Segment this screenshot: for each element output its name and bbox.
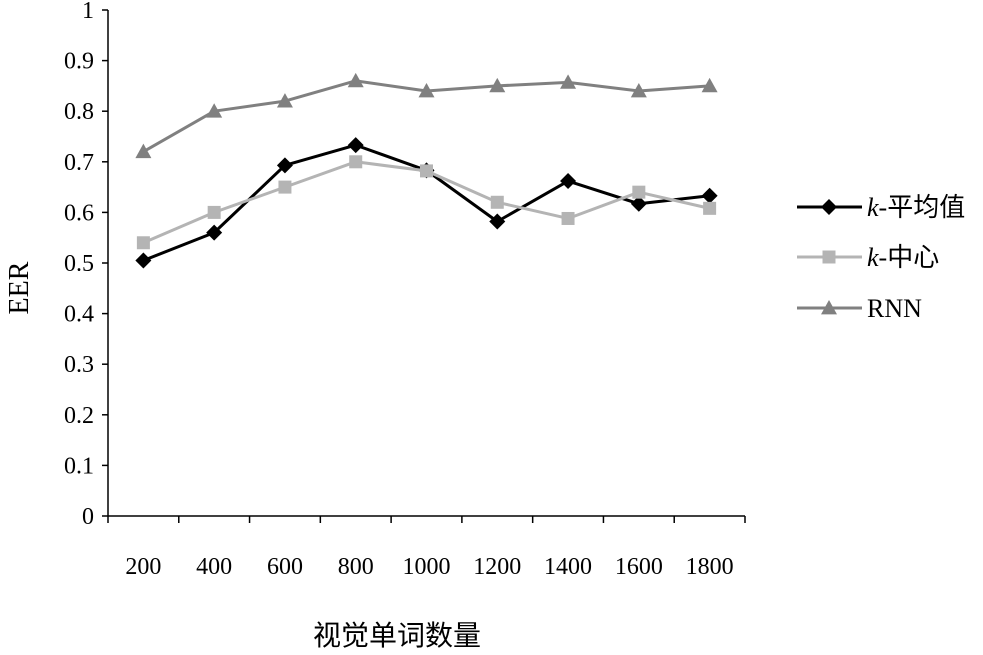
y-tick-label: 0.8: [64, 99, 94, 125]
data-point: [630, 82, 647, 98]
data-point: [490, 195, 504, 209]
x-tick-label: 400: [196, 554, 232, 580]
data-point: [135, 252, 152, 269]
y-tick-label: 0.3: [64, 352, 94, 378]
data-point: [347, 72, 364, 88]
data-point: [276, 157, 293, 174]
y-tick-label: 0.6: [64, 200, 94, 226]
data-point: [347, 137, 364, 154]
y-tick-label: 0.5: [64, 251, 94, 277]
series-1: [136, 155, 717, 250]
data-point: [207, 205, 221, 219]
data-point: [349, 155, 363, 169]
x-tick-label: 1400: [544, 554, 592, 580]
y-tick-label: 0.9: [64, 49, 94, 75]
data-point: [276, 93, 293, 108]
legend-marker: [821, 199, 837, 215]
legend-marker: [821, 300, 837, 315]
x-axis-title: 视觉单词数量: [313, 620, 481, 652]
legend-marker: [822, 250, 836, 264]
data-point: [703, 201, 717, 215]
data-point: [206, 103, 223, 118]
legend-entry: k-平均值: [797, 193, 965, 222]
y-tick-label: 0.7: [64, 150, 94, 176]
y-tick-label: 0: [82, 504, 94, 530]
data-point: [701, 77, 718, 93]
legend-entry: RNN: [797, 294, 922, 323]
series-0: [135, 137, 718, 269]
data-point: [420, 164, 433, 178]
y-tick-label: 0.1: [64, 453, 94, 479]
data-point: [560, 173, 577, 190]
x-tick-label: 1800: [686, 554, 734, 580]
y-tick-label: 0.2: [64, 403, 94, 429]
data-point: [630, 195, 647, 212]
x-tick-label: 1200: [473, 554, 521, 580]
data-point: [418, 82, 435, 98]
y-axis-ticks: 0 0.1 0.2 0.3 0.4 0.5 0.6 0.7 0.8 0.9 1: [64, 0, 108, 530]
series-group: [135, 72, 718, 269]
x-tick-label: 1000: [403, 554, 451, 580]
x-tick-label: 600: [267, 554, 303, 580]
x-axis-ticks: 200 400 600 800 1000 1200 1400 1600 1800: [107, 516, 746, 580]
data-point: [701, 187, 718, 204]
legend-label: k-中心: [867, 243, 939, 272]
x-tick-label: 200: [125, 554, 161, 580]
y-tick-label: 1: [82, 0, 94, 24]
data-point: [136, 236, 150, 250]
y-axis-title: EER: [4, 261, 35, 314]
data-point: [489, 77, 506, 93]
legend: k-平均值 k-中心 RNN: [797, 193, 965, 323]
data-point: [135, 143, 152, 159]
data-point: [278, 180, 292, 194]
x-tick-label: 800: [338, 554, 374, 580]
data-point: [489, 213, 506, 230]
data-point: [561, 211, 575, 225]
legend-label: RNN: [867, 294, 922, 323]
data-point: [560, 74, 577, 89]
legend-label: k-平均值: [867, 193, 965, 222]
series-2: [135, 72, 718, 159]
legend-entry: k-中心: [797, 243, 939, 272]
data-point: [632, 185, 646, 199]
data-point: [206, 224, 223, 241]
y-tick-label: 0.4: [64, 302, 94, 328]
x-tick-label: 1600: [615, 554, 663, 580]
